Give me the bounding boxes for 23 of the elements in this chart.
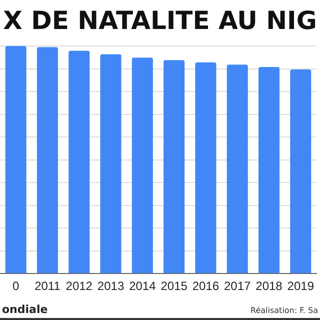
bar [290, 69, 312, 274]
bar [195, 62, 216, 274]
bar [132, 58, 153, 274]
x-tick-label: 2019 [287, 279, 314, 294]
bar [100, 54, 122, 274]
text: Réalisation: F. Sa [250, 306, 318, 315]
bar [164, 60, 185, 274]
x-tick-label: 2016 [192, 279, 220, 294]
bar [68, 50, 90, 274]
x-tick-label: 2012 [66, 279, 93, 294]
text: ondiale [2, 303, 48, 316]
bar [5, 46, 26, 274]
bar [226, 64, 248, 274]
x-tick-label: 2011 [34, 279, 61, 294]
x-tick-label: 2013 [97, 279, 124, 294]
x-tick-label: 2015 [160, 279, 188, 294]
bar [258, 66, 280, 274]
bar [36, 47, 58, 274]
x-tick-label: 2018 [256, 279, 283, 294]
chart-title: X DE NATALITE AU NIG [2, 6, 318, 35]
x-tick-label: 0 [12, 279, 20, 294]
x-tick-label: 2017 [224, 279, 252, 294]
x-tick-label: 2014 [129, 279, 156, 294]
